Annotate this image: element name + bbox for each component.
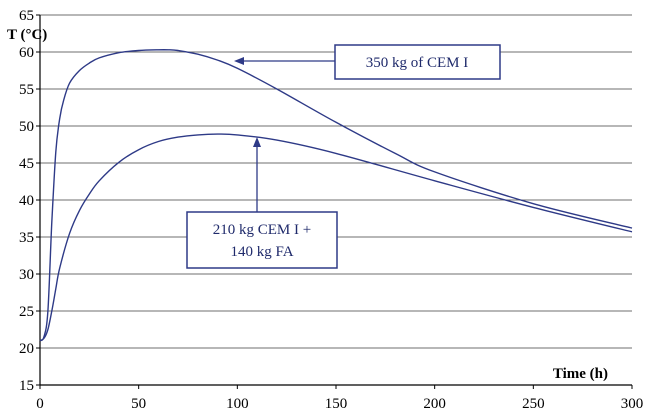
y-tick-label: 20 (19, 341, 34, 357)
series-line-2 (39, 133, 633, 342)
x-tick-label: 200 (423, 396, 446, 412)
y-tick-label: 15 (19, 378, 34, 394)
y-tick-label: 35 (19, 230, 34, 246)
axes (36, 14, 633, 389)
annotation-arrowhead (253, 137, 261, 147)
y-tick-label: 65 (19, 8, 34, 24)
y-tick-label: 30 (19, 267, 34, 283)
y-tick-label: 25 (19, 304, 34, 320)
y-tick-label: 45 (19, 156, 34, 172)
x-axis-title: Time (h) (553, 366, 608, 382)
x-tick-label: 100 (226, 396, 249, 412)
x-tick-label: 250 (522, 396, 545, 412)
annotation-label-line-1: 210 kg CEM I + (213, 222, 311, 238)
annotation-label: 350 kg of CEM I (366, 55, 469, 71)
annotation-box (186, 211, 338, 269)
x-tick-label: 0 (36, 396, 44, 412)
x-tick-labels: 0 50 100 150 200 250 300 (36, 396, 643, 412)
x-tick-label: 150 (325, 396, 348, 412)
annotation-label-line-2: 140 kg FA (230, 244, 293, 260)
x-tick-label: 50 (131, 396, 146, 412)
annotation-cem-i-fa: 210 kg CEM I + 140 kg FA (186, 137, 338, 269)
annotation-arrowhead (234, 57, 244, 65)
annotation-cem-i: 350 kg of CEM I (234, 44, 501, 80)
y-tick-label: 40 (19, 193, 34, 209)
annotation-box (334, 44, 501, 80)
y-tick-label: 60 (19, 45, 34, 61)
series-lines (39, 49, 633, 342)
x-tick-label: 300 (621, 396, 644, 412)
y-axis-title: T (°C) (7, 27, 47, 43)
y-tick-labels: 15 20 25 30 35 40 45 50 55 60 65 (19, 8, 34, 394)
series-line-1 (39, 49, 633, 342)
y-tick-label: 50 (19, 119, 34, 135)
y-tick-label: 55 (19, 82, 34, 98)
